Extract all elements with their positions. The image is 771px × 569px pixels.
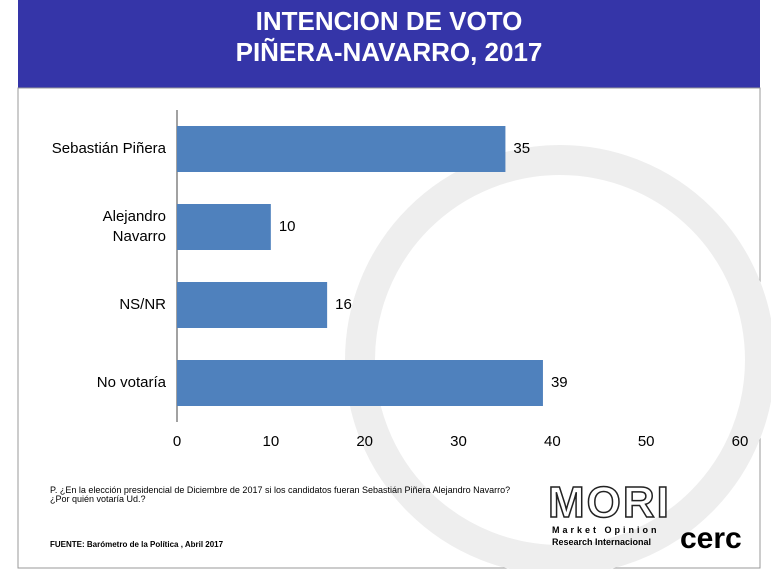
bar	[177, 126, 506, 172]
bar	[177, 360, 543, 406]
x-tick-label: 40	[544, 433, 561, 450]
x-tick-label: 0	[173, 433, 181, 450]
value-label: 35	[513, 140, 530, 157]
x-tick-label: 20	[356, 433, 373, 450]
logo-mori-line: Market Opinion	[552, 525, 660, 535]
x-tick-label: 30	[450, 433, 467, 450]
logo-cerc: cerc	[680, 522, 742, 555]
bar	[177, 204, 271, 250]
x-tick-label: 50	[638, 433, 655, 450]
logo-mori: MORI	[547, 477, 671, 528]
y-tick-label: No votaría	[96, 374, 166, 391]
y-tick-label: NS/NR	[119, 296, 166, 313]
logo-mori-line: Research Internacional	[552, 537, 652, 547]
x-tick-label: 60	[732, 433, 749, 450]
source-note: FUENTE: Barómetro de la Política , Abril…	[50, 540, 224, 549]
y-tick-label: Sebastián Piñera	[51, 140, 166, 157]
chart-title: INTENCION DE VOTO PIÑERA-NAVARRO, 2017	[235, 6, 543, 67]
question-note: P. ¿En la elección presidencial de Dicie…	[50, 485, 511, 504]
y-tick-label: Alejandro Navarro	[102, 208, 166, 245]
bar	[177, 282, 328, 328]
value-label: 10	[279, 218, 296, 235]
title-banner	[18, 0, 760, 88]
value-label: 39	[551, 374, 568, 391]
value-label: 16	[335, 296, 352, 313]
x-tick-label: 10	[262, 433, 279, 450]
